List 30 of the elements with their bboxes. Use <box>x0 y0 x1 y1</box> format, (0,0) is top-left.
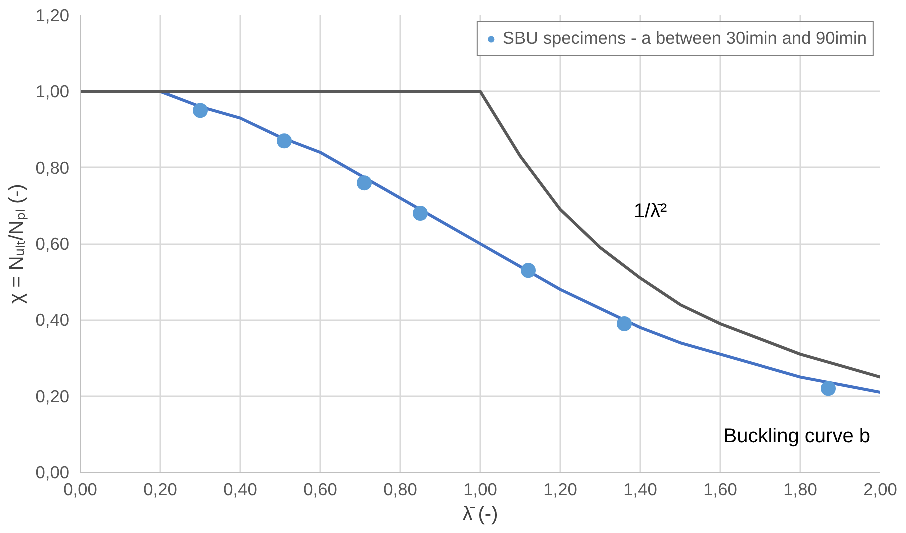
y-tick-label: 0,80 <box>36 158 70 178</box>
annotation: 1/λ̄² <box>634 200 668 222</box>
y-tick-label: 0,20 <box>36 386 70 406</box>
y-tick-label: 0,00 <box>36 462 70 482</box>
x-tick-label: 1,20 <box>544 480 578 500</box>
x-tick-label: 1,60 <box>704 480 738 500</box>
x-tick-label: 0,00 <box>64 480 98 500</box>
y-tick-label: 1,00 <box>36 82 70 102</box>
annotation: Buckling curve b <box>724 426 871 448</box>
point <box>193 103 208 118</box>
point <box>277 134 292 149</box>
point <box>821 381 836 396</box>
x-tick-label: 0,40 <box>224 480 258 500</box>
point <box>357 176 372 191</box>
x-tick-label: 1,80 <box>784 480 818 500</box>
x-tick-label: 0,80 <box>384 480 418 500</box>
legend-label: SBU specimens - a between 30imin and 90imin <box>502 28 867 49</box>
point <box>413 206 428 222</box>
x-tick-label: 0,60 <box>304 480 338 500</box>
x-tick-label: 0,20 <box>144 480 178 500</box>
y-tick-label: 0,60 <box>36 234 70 254</box>
x-tick-label: 1,00 <box>464 480 498 500</box>
point <box>617 316 632 332</box>
x-axis-title: λ̄ (-) <box>462 504 498 526</box>
y-tick-label: 0,40 <box>36 310 70 330</box>
y-axis-title: χ = Nᵤₗₜ/Nₚₗ (-) <box>6 184 28 304</box>
y-tick-label: 1,20 <box>36 6 70 26</box>
x-tick-label: 1,40 <box>624 480 658 500</box>
point <box>521 263 536 278</box>
x-tick-label: 2,00 <box>864 480 898 500</box>
